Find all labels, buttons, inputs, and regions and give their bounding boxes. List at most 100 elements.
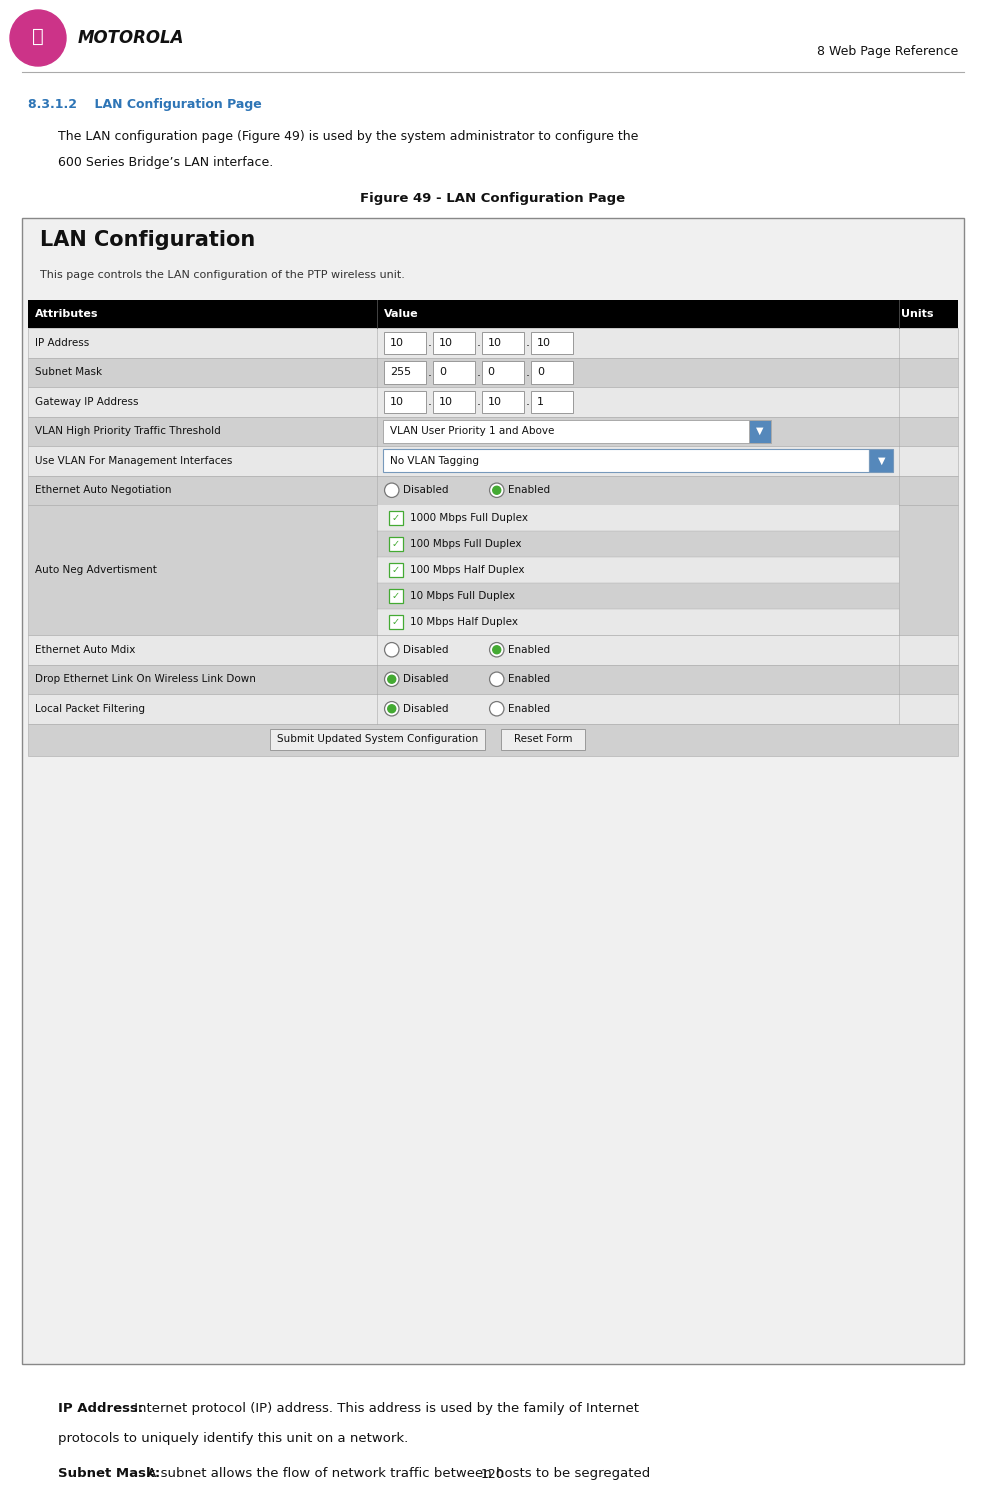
Text: Disabled: Disabled — [402, 674, 449, 684]
Text: ▼: ▼ — [756, 426, 763, 436]
Text: Enabled: Enabled — [508, 704, 550, 714]
Text: IP Address:: IP Address: — [58, 1401, 143, 1415]
Circle shape — [385, 642, 399, 657]
Bar — [388, 511, 403, 526]
Text: .: . — [427, 336, 431, 350]
Bar — [388, 563, 403, 577]
Bar — [388, 589, 403, 604]
Text: Enabled: Enabled — [508, 674, 550, 684]
Circle shape — [490, 642, 504, 657]
Text: Reset Form: Reset Form — [514, 735, 572, 744]
Bar — [28, 387, 958, 417]
Bar — [28, 329, 958, 357]
Bar — [28, 447, 958, 475]
Text: Enabled: Enabled — [508, 645, 550, 654]
Text: 0: 0 — [488, 368, 495, 378]
Text: .: . — [526, 366, 529, 379]
Text: Value: Value — [384, 309, 418, 320]
Text: 255: 255 — [389, 368, 411, 378]
Text: 10 Mbps Full Duplex: 10 Mbps Full Duplex — [410, 592, 516, 601]
Text: .: . — [427, 396, 431, 408]
Text: VLAN User Priority 1 and Above: VLAN User Priority 1 and Above — [389, 426, 554, 436]
Circle shape — [493, 486, 501, 495]
Text: protocols to uniquely identify this unit on a network.: protocols to uniquely identify this unit… — [58, 1433, 408, 1445]
Text: .: . — [526, 396, 529, 408]
Bar — [270, 729, 485, 750]
Text: No VLAN Tagging: No VLAN Tagging — [389, 456, 479, 466]
Text: Subnet Mask: Subnet Mask — [35, 368, 103, 378]
Text: Local Packet Filtering: Local Packet Filtering — [35, 704, 145, 714]
Text: .: . — [427, 366, 431, 379]
Text: LAN Configuration: LAN Configuration — [40, 230, 255, 249]
Text: ✓: ✓ — [392, 512, 400, 523]
Bar — [383, 420, 748, 442]
Text: Subnet Mask:: Subnet Mask: — [58, 1467, 161, 1481]
Circle shape — [385, 672, 399, 686]
Bar — [28, 417, 958, 447]
Bar — [748, 420, 771, 442]
Text: 120: 120 — [481, 1467, 505, 1481]
Text: Figure 49 - LAN Configuration Page: Figure 49 - LAN Configuration Page — [361, 193, 625, 205]
Text: 1000 Mbps Full Duplex: 1000 Mbps Full Duplex — [410, 512, 528, 523]
Text: The LAN configuration page (Figure 49) is used by the system administrator to co: The LAN configuration page (Figure 49) i… — [58, 130, 638, 143]
Text: IP Address: IP Address — [35, 338, 90, 348]
Bar — [433, 332, 474, 354]
Text: 10: 10 — [389, 397, 403, 406]
Bar — [28, 695, 958, 723]
Bar — [28, 300, 958, 329]
Text: 100 Mbps Half Duplex: 100 Mbps Half Duplex — [410, 565, 525, 575]
Bar — [384, 362, 426, 384]
Bar — [433, 390, 474, 412]
Bar — [482, 332, 524, 354]
Circle shape — [493, 645, 501, 654]
Text: Enabled: Enabled — [508, 486, 550, 495]
Text: Units: Units — [901, 309, 934, 320]
Text: Ⓜ: Ⓜ — [33, 27, 43, 45]
Text: Ethernet Auto Negotiation: Ethernet Auto Negotiation — [35, 486, 172, 495]
Bar — [530, 362, 573, 384]
Text: Disabled: Disabled — [402, 486, 449, 495]
Text: Drop Ethernet Link On Wireless Link Down: Drop Ethernet Link On Wireless Link Down — [35, 674, 256, 684]
Text: 100 Mbps Full Duplex: 100 Mbps Full Duplex — [410, 539, 522, 548]
Text: Auto Neg Advertisment: Auto Neg Advertisment — [35, 565, 157, 575]
Bar — [377, 583, 899, 610]
Bar — [870, 450, 893, 472]
Text: ✓: ✓ — [392, 539, 400, 548]
Text: Submit Updated System Configuration: Submit Updated System Configuration — [277, 735, 478, 744]
Text: 10: 10 — [439, 397, 453, 406]
Text: MOTOROLA: MOTOROLA — [78, 28, 184, 46]
Text: Disabled: Disabled — [402, 645, 449, 654]
Bar — [28, 357, 958, 387]
Bar — [28, 635, 958, 665]
Text: 10: 10 — [488, 338, 502, 348]
Text: 8.3.1.2    LAN Configuration Page: 8.3.1.2 LAN Configuration Page — [28, 99, 261, 111]
Text: 1: 1 — [536, 397, 543, 406]
Bar — [501, 729, 585, 750]
Text: Disabled: Disabled — [402, 704, 449, 714]
Text: ✓: ✓ — [392, 565, 400, 575]
Circle shape — [387, 675, 395, 683]
Text: .: . — [476, 396, 480, 408]
Text: 0: 0 — [536, 368, 543, 378]
Bar — [388, 614, 403, 629]
Circle shape — [490, 483, 504, 498]
Text: Internet protocol (IP) address. This address is used by the family of Internet: Internet protocol (IP) address. This add… — [130, 1401, 639, 1415]
Text: Attributes: Attributes — [35, 309, 99, 320]
Text: 10: 10 — [439, 338, 453, 348]
Bar — [433, 362, 474, 384]
Text: .: . — [526, 336, 529, 350]
Bar — [388, 536, 403, 551]
Circle shape — [490, 702, 504, 716]
Circle shape — [10, 10, 66, 66]
Bar — [22, 218, 964, 1364]
Bar — [530, 390, 573, 412]
Text: Use VLAN For Management Interfaces: Use VLAN For Management Interfaces — [35, 456, 233, 466]
Text: .: . — [476, 336, 480, 350]
Text: 0: 0 — [439, 368, 446, 378]
Bar — [377, 557, 899, 583]
Bar — [28, 723, 958, 756]
Text: 10: 10 — [536, 338, 551, 348]
Text: ▼: ▼ — [878, 456, 885, 466]
Text: Gateway IP Address: Gateway IP Address — [35, 397, 138, 406]
Text: 10 Mbps Half Duplex: 10 Mbps Half Duplex — [410, 617, 519, 627]
